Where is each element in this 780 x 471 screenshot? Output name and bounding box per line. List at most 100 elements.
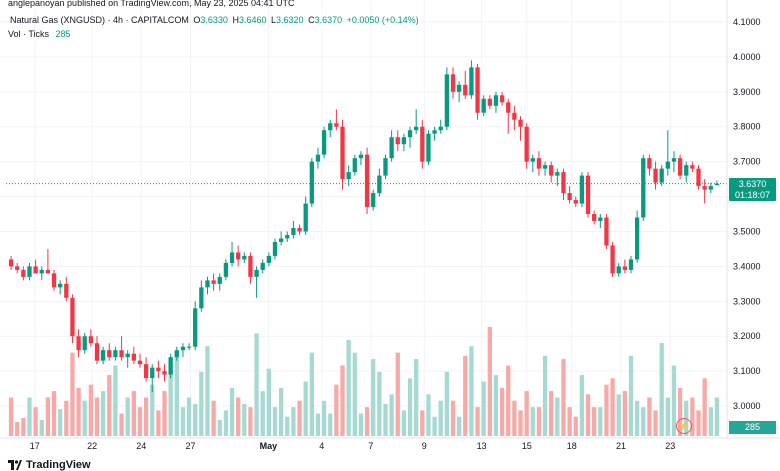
candle-body — [536, 158, 542, 169]
time-tick-label: 9 — [422, 441, 427, 451]
volume-bar — [113, 365, 118, 436]
candle-body — [714, 183, 720, 186]
candle-body — [334, 123, 339, 127]
candle-body — [58, 283, 63, 288]
volume-bar — [426, 394, 431, 436]
open-value: 3.6330 — [200, 15, 228, 25]
price-tick-label: 3.9000 — [733, 87, 761, 97]
volume-bar — [542, 355, 548, 436]
candle-body — [426, 133, 431, 162]
candle-body — [51, 273, 57, 288]
candle-body — [487, 98, 492, 106]
candle-body — [371, 193, 376, 208]
candle-body — [168, 357, 173, 375]
candle-body — [407, 130, 413, 138]
volume-bar — [278, 387, 284, 436]
volume-bar — [39, 419, 44, 436]
volume-bar — [223, 410, 229, 436]
candle-body — [647, 158, 652, 169]
candle-body — [266, 255, 272, 263]
close-label: C — [308, 15, 315, 25]
candle-body — [100, 350, 106, 361]
volume-bar — [143, 397, 149, 436]
candle-body — [604, 217, 609, 246]
candle-body — [150, 367, 155, 379]
candle-body — [555, 172, 560, 176]
volume-bar — [653, 410, 658, 436]
volume-bar — [180, 407, 186, 436]
volume-bar — [199, 371, 204, 436]
candle-body — [696, 168, 701, 187]
volume-bar — [100, 391, 106, 436]
candle-body — [193, 308, 198, 347]
volume-bar — [628, 355, 634, 436]
candle-body — [653, 168, 658, 183]
candle-body — [383, 158, 388, 176]
volume-bar — [696, 410, 701, 436]
volume-bar — [702, 378, 707, 436]
volume-bar — [499, 387, 505, 436]
volume-bar — [690, 397, 695, 436]
volume-bar — [579, 375, 585, 436]
volume-bar — [156, 410, 161, 436]
candle-body — [223, 262, 229, 277]
candle-body — [616, 266, 621, 274]
candle-body — [205, 280, 210, 288]
candle-body — [567, 193, 572, 201]
tradingview-logo[interactable]: TradingView — [8, 459, 91, 471]
candle-body — [186, 346, 192, 348]
symbol-name[interactable]: Natural Gas (XNGUSD) · 4h · CAPITALCOM — [10, 15, 189, 25]
price-tick-label: 3.3000 — [733, 296, 761, 306]
volume-bar — [309, 352, 314, 436]
candle-body — [125, 353, 130, 358]
volume-bar — [303, 381, 308, 436]
candle-body — [303, 203, 308, 232]
time-axis[interactable]: 17 22 24 27 May 4 7 9 13 15 18 21 23 — [30, 441, 676, 451]
volume-bar — [714, 397, 720, 436]
candle-body — [180, 346, 186, 351]
candle-body — [278, 238, 284, 242]
candle-body — [143, 364, 149, 379]
price-tick-label: 4.0000 — [733, 52, 761, 62]
candle-body — [542, 165, 548, 169]
lightning-icon[interactable]: ⚡ — [676, 418, 692, 434]
candle-body — [8, 259, 14, 267]
volume-bar — [119, 413, 124, 436]
volume-bar — [665, 397, 670, 436]
candle-body — [585, 175, 591, 215]
candle-body — [119, 350, 124, 358]
candle-body — [444, 74, 450, 127]
volume-bar — [260, 391, 265, 436]
time-tick-label: May — [260, 441, 278, 451]
price-axis[interactable]: 4.10004.00003.90003.80003.70003.60003.50… — [733, 17, 761, 411]
candles — [8, 60, 720, 393]
candle-body — [211, 280, 216, 284]
time-tick-label: 21 — [616, 441, 626, 451]
price-tick-label: 3.8000 — [733, 122, 761, 132]
volume-bar — [371, 359, 376, 436]
candle-body — [432, 130, 437, 134]
volume-bar — [407, 378, 413, 436]
volume-bar — [364, 407, 370, 436]
candle-body — [254, 269, 259, 277]
bar-countdown: 01:18:07 — [734, 189, 771, 200]
volume-bar — [506, 365, 511, 436]
candle-body — [506, 102, 511, 113]
grid — [0, 0, 727, 438]
volume-bar — [131, 391, 136, 436]
candle-body — [512, 112, 517, 120]
candle-body — [45, 269, 51, 274]
volume-label[interactable]: Vol · Ticks — [8, 29, 50, 39]
volume-bar — [401, 410, 407, 436]
volume-bar — [94, 397, 100, 436]
volume-bar — [328, 413, 333, 436]
volume-bar — [334, 384, 339, 436]
volume-bar — [33, 407, 38, 436]
candle-body — [579, 175, 585, 204]
candle-body — [634, 217, 640, 260]
candle-body — [481, 98, 486, 113]
time-tick-label: 24 — [136, 441, 146, 451]
volume-bar — [315, 413, 321, 436]
candle-body — [622, 266, 628, 270]
